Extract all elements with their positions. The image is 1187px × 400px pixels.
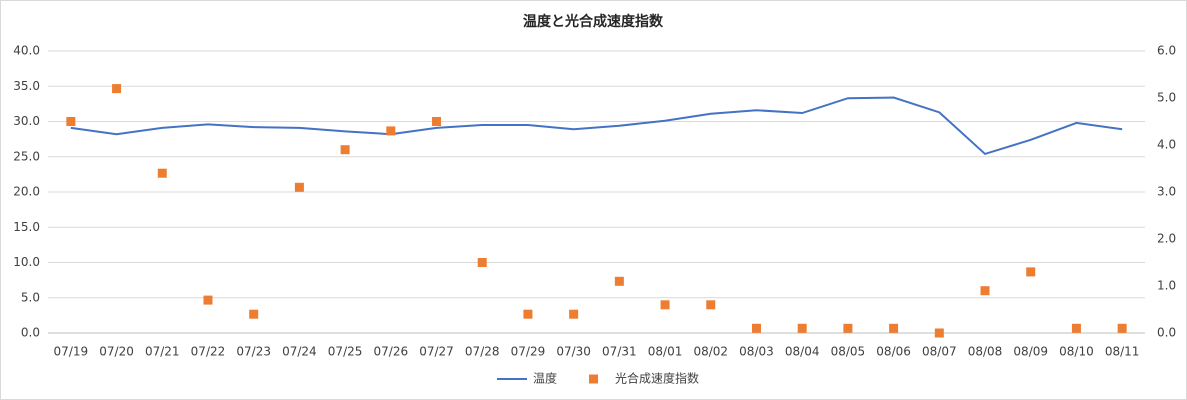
y2-tick-label: 3.0: [1157, 185, 1176, 199]
x-tick-label: 08/02: [693, 345, 728, 359]
scatter-point: [1071, 323, 1081, 333]
scatter-point: [843, 323, 853, 333]
scatter-point: [249, 309, 259, 319]
y-tick-label: 30.0: [13, 114, 40, 128]
y-tick-label: 0.0: [21, 326, 40, 340]
legend-marker: [589, 374, 599, 384]
scatter-point: [569, 309, 579, 319]
scatter-point: [386, 126, 396, 136]
scatter-point: [797, 323, 807, 333]
x-tick-label: 08/04: [785, 345, 820, 359]
x-tick-label: 08/07: [922, 345, 957, 359]
scatter-point: [294, 182, 304, 192]
scatter-point: [340, 145, 350, 155]
x-tick-label: 08/10: [1059, 345, 1094, 359]
x-tick-label: 08/09: [1013, 345, 1048, 359]
scatter-point: [203, 295, 213, 305]
scatter-point: [432, 117, 442, 126]
y-tick-label: 25.0: [13, 149, 40, 163]
chart-title: 温度と光合成速度指数: [523, 13, 664, 30]
scatter-point: [66, 117, 76, 126]
x-tick-label: 07/29: [511, 345, 546, 359]
y-tick-label: 5.0: [21, 290, 40, 304]
scatter-point: [934, 328, 944, 338]
y2-tick-label: 6.0: [1157, 44, 1176, 58]
x-tick-label: 07/31: [602, 345, 637, 359]
x-tick-label: 07/21: [145, 345, 180, 359]
x-tick-label: 07/23: [236, 345, 271, 359]
x-tick-label: 07/30: [556, 345, 591, 359]
y2-tick-label: 2.0: [1157, 232, 1176, 246]
scatter-point: [614, 276, 624, 286]
y-tick-label: 20.0: [13, 185, 40, 199]
x-tick-label: 07/22: [191, 345, 226, 359]
legend-label: 光合成速度指数: [615, 371, 699, 386]
scatter-point: [112, 84, 122, 94]
y2-tick-label: 1.0: [1157, 279, 1176, 293]
x-tick-label: 07/25: [328, 345, 363, 359]
x-tick-label: 08/05: [831, 345, 866, 359]
scatter-point: [980, 286, 990, 296]
y2-tick-label: 5.0: [1157, 91, 1176, 105]
scatter-point: [523, 309, 533, 319]
y-tick-label: 10.0: [13, 255, 40, 269]
x-tick-label: 08/06: [876, 345, 911, 359]
y2-tick-label: 0.0: [1157, 326, 1176, 340]
x-tick-label: 07/19: [54, 345, 89, 359]
y-tick-label: 40.0: [13, 44, 40, 58]
x-tick-label: 08/01: [648, 345, 683, 359]
y-tick-label: 35.0: [13, 79, 40, 93]
x-tick-label: 07/26: [374, 345, 409, 359]
y2-tick-label: 4.0: [1157, 138, 1176, 152]
y-tick-label: 15.0: [13, 220, 40, 234]
temperature-line: [70, 96, 1123, 156]
x-tick-label: 08/08: [968, 345, 1003, 359]
scatter-point: [1117, 323, 1127, 333]
scatter-point: [706, 300, 716, 310]
scatter-point: [477, 258, 487, 267]
x-tick-label: 08/03: [739, 345, 774, 359]
scatter-point: [157, 168, 167, 178]
scatter-point: [889, 323, 899, 333]
x-tick-label: 08/11: [1105, 345, 1140, 359]
x-tick-label: 07/27: [419, 345, 454, 359]
legend-label: 温度: [533, 371, 557, 386]
x-tick-label: 07/20: [99, 345, 134, 359]
x-tick-label: 07/24: [282, 345, 317, 359]
scatter-point: [1026, 267, 1036, 277]
scatter-point: [660, 300, 670, 310]
x-tick-label: 07/28: [465, 345, 500, 359]
scatter-point: [751, 323, 761, 333]
